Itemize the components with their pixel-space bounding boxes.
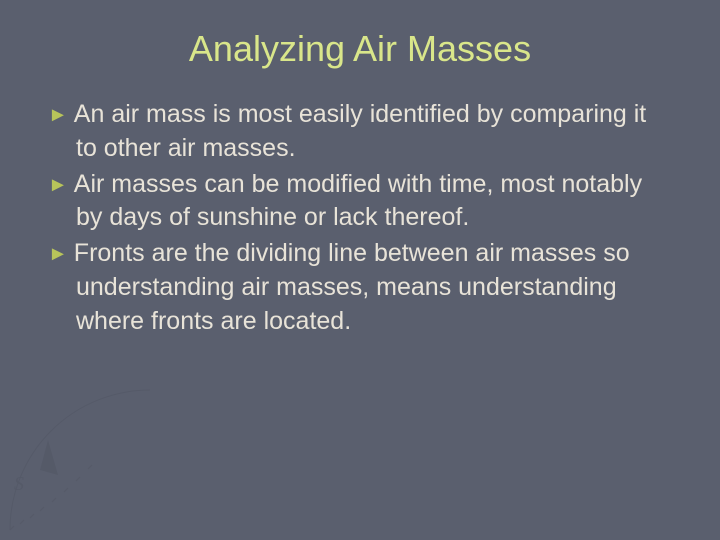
bullet-list: ►An air mass is most easily identified b…	[48, 98, 672, 338]
bullet-text: An air mass is most easily identified by…	[74, 100, 646, 162]
svg-text:S: S	[14, 473, 24, 495]
slide-title: Analyzing Air Masses	[48, 28, 672, 70]
bullet-item: ►An air mass is most easily identified b…	[48, 98, 672, 166]
compass-decoration-icon: S	[0, 380, 200, 540]
bullet-marker-icon: ►	[48, 102, 68, 129]
slide-container: Analyzing Air Masses ►An air mass is mos…	[0, 0, 720, 540]
bullet-item: ►Air masses can be modified with time, m…	[48, 168, 672, 236]
bullet-marker-icon: ►	[48, 241, 68, 268]
bullet-item: ►Fronts are the dividing line between ai…	[48, 237, 672, 338]
bullet-text: Fronts are the dividing line between air…	[74, 239, 630, 335]
bullet-marker-icon: ►	[48, 172, 68, 199]
bullet-text: Air masses can be modified with time, mo…	[74, 170, 642, 232]
